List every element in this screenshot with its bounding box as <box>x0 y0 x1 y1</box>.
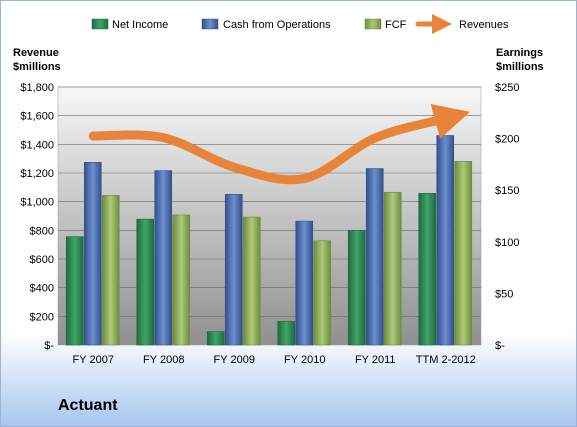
legend-swatch-fcf <box>364 18 382 30</box>
left-tick-label: $1,400 <box>20 139 54 151</box>
right-tick-label: $100 <box>495 237 519 249</box>
x-axis-ticks: FY 2007 FY 2008 FY 2009 FY 2010 FY 2011 TTM 2… <box>73 354 476 366</box>
bar-fcf <box>383 191 402 346</box>
bar-cash-from-operations <box>154 170 173 346</box>
right-tick-label: $- <box>495 340 505 352</box>
right-tick-label: $150 <box>495 185 519 197</box>
bar-net-income <box>347 230 366 346</box>
bar-cash-from-operations <box>365 168 384 346</box>
left-tick-label: $1,000 <box>20 197 54 209</box>
left-axis-title-line2: $millions <box>13 61 61 73</box>
left-tick-label: $- <box>44 340 54 352</box>
bar-net-income <box>65 236 84 346</box>
legend-label-revenues: Revenues <box>459 19 509 31</box>
right-tick-label: $250 <box>495 82 519 94</box>
x-tick-label: FY 2007 <box>73 354 114 366</box>
legend-label-fcf: FCF <box>385 19 407 31</box>
bar-cash-from-operations <box>83 162 102 346</box>
legend-item-cash-from-operations: Cash from Operations <box>201 18 331 31</box>
bar-cash-from-operations <box>224 194 243 346</box>
legend-item-revenues: Revenues <box>415 14 509 34</box>
x-tick-label: TTM 2-2012 <box>416 354 476 366</box>
x-tick-label: FY 2008 <box>143 354 184 366</box>
revenue-line <box>88 104 471 185</box>
left-tick-label: $800 <box>30 225 54 237</box>
bar-fcf <box>313 240 332 346</box>
x-tick-label: FY 2010 <box>284 354 325 366</box>
right-axis-title-line2: $millions <box>496 61 544 73</box>
bars <box>65 135 473 346</box>
x-tick-label: FY 2009 <box>214 354 255 366</box>
bar-net-income <box>277 320 296 346</box>
left-tick-label: $200 <box>30 311 54 323</box>
company-name: Actuant <box>58 397 118 414</box>
left-tick-label: $600 <box>30 254 54 266</box>
left-tick-label: $1,600 <box>20 111 54 123</box>
right-axis-title-line1: Earnings <box>496 47 543 59</box>
legend-label-net-income: Net Income <box>112 19 168 31</box>
bar-fcf <box>172 214 191 346</box>
x-tick-label: FY 2011 <box>355 354 396 366</box>
revenue-line-path <box>88 104 471 185</box>
legend-swatch-cash-from-operations <box>201 18 219 30</box>
right-axis-ticks: $- $50 $100 $150 $200 $250 <box>495 82 519 352</box>
right-tick-label: $50 <box>495 288 513 300</box>
bar-cash-from-operations <box>436 135 455 346</box>
bar-net-income <box>136 218 155 346</box>
right-tick-label: $200 <box>495 134 519 146</box>
bar-fcf <box>242 216 261 346</box>
legend-item-net-income: Net Income <box>91 18 168 31</box>
bar-cash-from-operations <box>295 220 314 346</box>
legend: Net Income Cash from Operations FCF Reve… <box>91 14 509 34</box>
bar-fcf <box>454 161 473 346</box>
left-tick-label: $1,200 <box>20 168 54 180</box>
bar-net-income <box>206 331 225 346</box>
left-tick-label: $400 <box>30 283 54 295</box>
left-tick-label: $1,800 <box>20 82 54 94</box>
gridlines <box>58 86 481 317</box>
bar-net-income <box>418 192 437 346</box>
left-axis-ticks: $- $200 $400 $600 $800 $1,000 $1,200 $1,400 $1,6… <box>20 82 54 352</box>
bar-fcf <box>101 195 120 346</box>
legend-swatch-net-income <box>91 18 109 30</box>
left-axis-title-line1: Revenue <box>13 47 59 59</box>
legend-item-fcf: FCF <box>364 18 407 31</box>
legend-label-cash-from-operations: Cash from Operations <box>223 19 331 31</box>
